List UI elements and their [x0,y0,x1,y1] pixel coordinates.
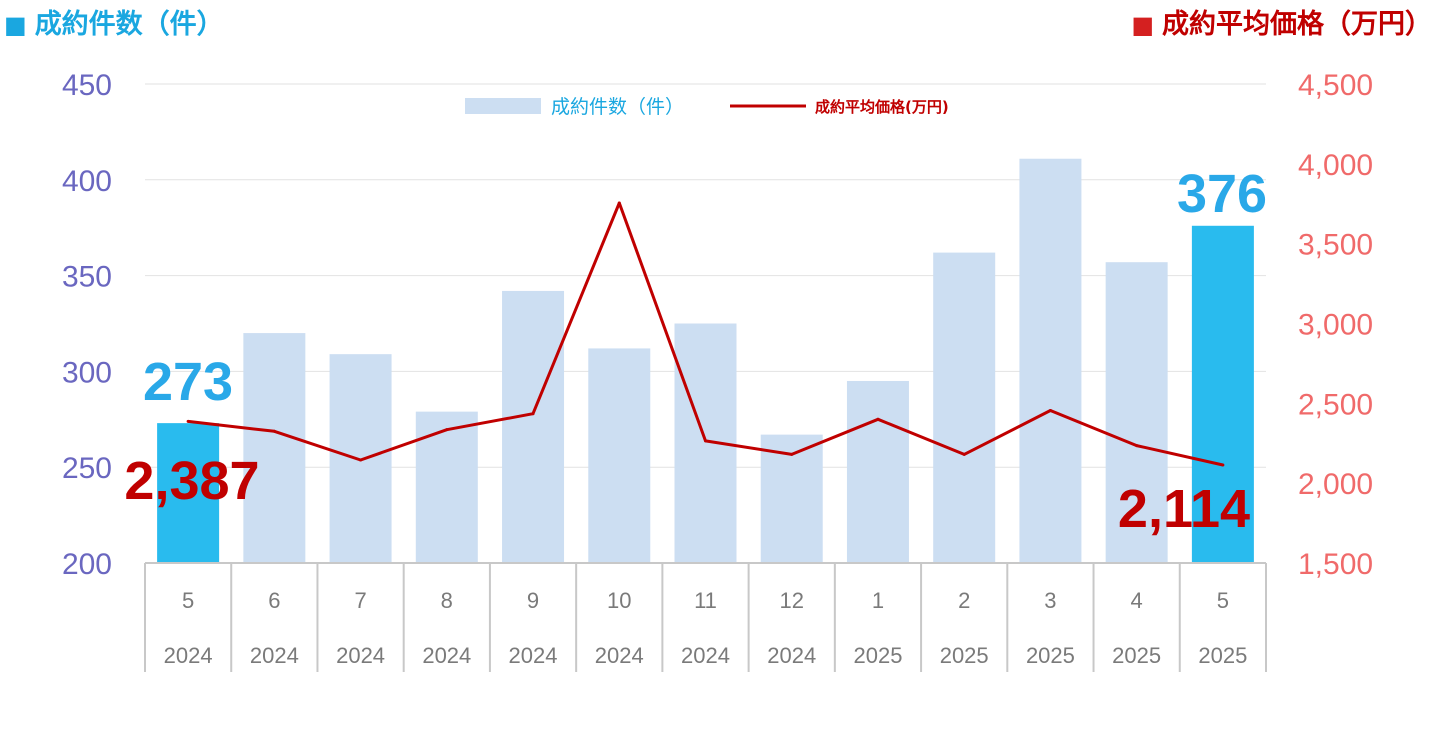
bar-10 [933,252,996,563]
line-point-11 [1048,409,1052,413]
year-label: 2024 [422,643,471,668]
data-label-count: 376 [1177,164,1267,224]
year-label: 2024 [164,643,213,668]
line-point-5 [531,412,535,416]
year-label: 2024 [681,643,730,668]
data-label-count: 273 [143,352,233,412]
month-label: 6 [268,588,280,613]
left-tick-label: 300 [62,356,112,389]
right-tick-label: 4,500 [1298,69,1373,102]
left-axis-header: ■ 成約件数（件） [4,2,224,41]
month-label: 1 [872,588,884,613]
month-label: 9 [527,588,539,613]
line-point-9 [876,417,880,421]
left-tick-label: 250 [62,452,112,485]
line-point-6 [617,201,621,205]
month-label: 7 [354,588,366,613]
right-tick-label: 2,500 [1298,388,1373,421]
bar-2 [243,333,306,563]
line-point-2 [272,429,276,433]
right-tick-label: 3,000 [1298,309,1373,342]
year-label: 2025 [1026,643,1075,668]
red-square-icon: ■ [1131,11,1154,39]
month-label: 3 [1044,588,1056,613]
right-tick-label: 1,500 [1298,548,1373,581]
left-tick-label: 450 [62,69,112,102]
right-tick-label: 3,500 [1298,229,1373,262]
month-label: 5 [1217,588,1229,613]
left-tick-label: 200 [62,548,112,581]
category-axis: 5202462024720248202492024102024112024122… [144,562,1267,672]
legend: 成約件数（件） 成約平均価格(万円) [465,96,949,118]
line-point-10 [962,452,966,456]
data-labels: 273 376 2,387 2,114 [124,164,1267,539]
data-label-price: 2,114 [1118,479,1250,539]
line-point-4 [445,428,449,432]
year-label: 2024 [336,643,385,668]
year-label: 2025 [853,643,902,668]
right-axis-ticks: 1,500 2,000 2,500 3,000 3,500 4,000 4,500 [1298,69,1373,581]
line-point-12 [1135,444,1139,448]
year-label: 2025 [1198,643,1247,668]
month-label: 12 [779,588,803,613]
year-label: 2025 [940,643,989,668]
month-label: 10 [607,588,631,613]
month-label: 4 [1131,588,1143,613]
legend-bar-swatch [465,98,541,114]
year-label: 2024 [767,643,816,668]
right-axis-header-text: 成約平均価格（万円） [1162,9,1432,40]
line-point-7 [704,439,707,443]
line-point-8 [790,452,794,456]
legend-line-label: 成約平均価格(万円) [815,98,949,116]
bar-11 [1019,158,1082,563]
legend-bar-label: 成約件数（件） [551,96,684,118]
left-tick-label: 400 [62,165,112,198]
line-point-13 [1221,463,1225,467]
blue-square-icon: ■ [4,11,27,39]
year-label: 2024 [595,643,644,668]
bar-5 [502,290,565,563]
bar-series [157,158,1254,563]
bar-1 [157,423,220,563]
line-point-1 [186,419,190,423]
year-label: 2024 [509,643,558,668]
bar-6 [588,348,651,563]
bar-4 [415,411,478,563]
month-label: 5 [182,588,194,613]
year-label: 2025 [1112,643,1161,668]
month-label: 11 [694,588,717,613]
left-axis-header-text: 成約件数（件） [34,9,224,40]
month-label: 2 [958,588,970,613]
month-label: 8 [441,588,453,613]
bar-13 [1191,225,1254,563]
data-label-price: 2,387 [124,451,259,511]
bar-12 [1105,262,1168,563]
line-point-3 [359,458,363,462]
right-axis-header: ■ 成約平均価格（万円） [1131,2,1432,41]
bar-9 [846,380,909,563]
year-label: 2024 [250,643,299,668]
left-axis-ticks: 200 250 300 350 400 450 [62,69,112,581]
left-tick-label: 350 [62,261,112,294]
line-series [186,201,1225,467]
right-tick-label: 2,000 [1298,468,1373,501]
right-tick-label: 4,000 [1298,149,1373,182]
bar-8 [760,434,823,563]
